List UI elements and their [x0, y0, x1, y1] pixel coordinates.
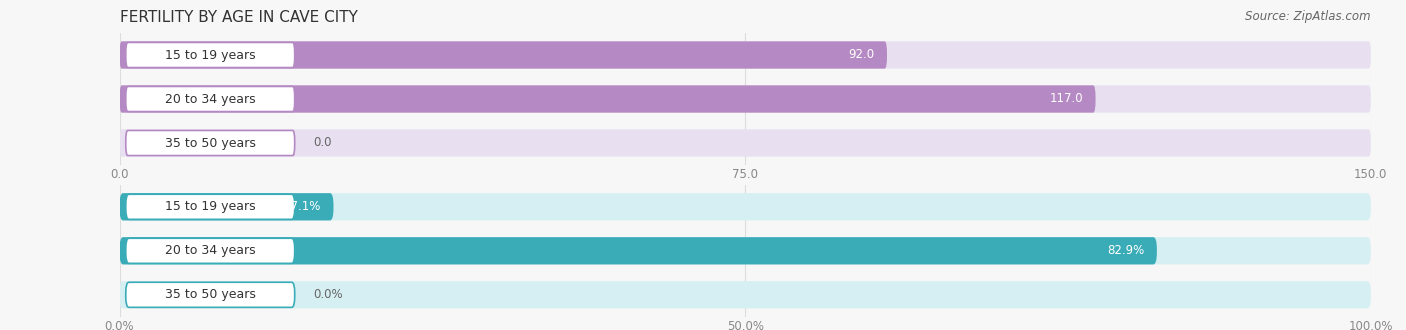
Text: FERTILITY BY AGE IN CAVE CITY: FERTILITY BY AGE IN CAVE CITY	[120, 10, 357, 25]
Text: 0.0%: 0.0%	[314, 288, 343, 301]
FancyBboxPatch shape	[120, 85, 1371, 113]
FancyBboxPatch shape	[125, 282, 295, 307]
Text: 92.0: 92.0	[848, 49, 875, 61]
Text: 20 to 34 years: 20 to 34 years	[165, 92, 256, 106]
Text: 17.1%: 17.1%	[284, 200, 321, 213]
FancyBboxPatch shape	[120, 41, 887, 69]
FancyBboxPatch shape	[120, 193, 1371, 220]
Text: 15 to 19 years: 15 to 19 years	[165, 49, 256, 61]
Text: 20 to 34 years: 20 to 34 years	[165, 244, 256, 257]
Text: 15 to 19 years: 15 to 19 years	[165, 200, 256, 213]
FancyBboxPatch shape	[125, 43, 295, 68]
FancyBboxPatch shape	[120, 41, 1371, 69]
FancyBboxPatch shape	[125, 194, 295, 219]
Text: 35 to 50 years: 35 to 50 years	[165, 137, 256, 149]
FancyBboxPatch shape	[120, 85, 1095, 113]
FancyBboxPatch shape	[125, 130, 295, 155]
FancyBboxPatch shape	[120, 281, 1371, 309]
FancyBboxPatch shape	[125, 86, 295, 112]
FancyBboxPatch shape	[120, 129, 1371, 157]
FancyBboxPatch shape	[120, 193, 333, 220]
Text: Source: ZipAtlas.com: Source: ZipAtlas.com	[1246, 10, 1371, 23]
Text: 82.9%: 82.9%	[1107, 244, 1144, 257]
Text: 0.0: 0.0	[314, 137, 332, 149]
FancyBboxPatch shape	[120, 237, 1371, 264]
FancyBboxPatch shape	[125, 238, 295, 263]
FancyBboxPatch shape	[120, 237, 1157, 264]
Text: 117.0: 117.0	[1049, 92, 1083, 106]
Text: 35 to 50 years: 35 to 50 years	[165, 288, 256, 301]
